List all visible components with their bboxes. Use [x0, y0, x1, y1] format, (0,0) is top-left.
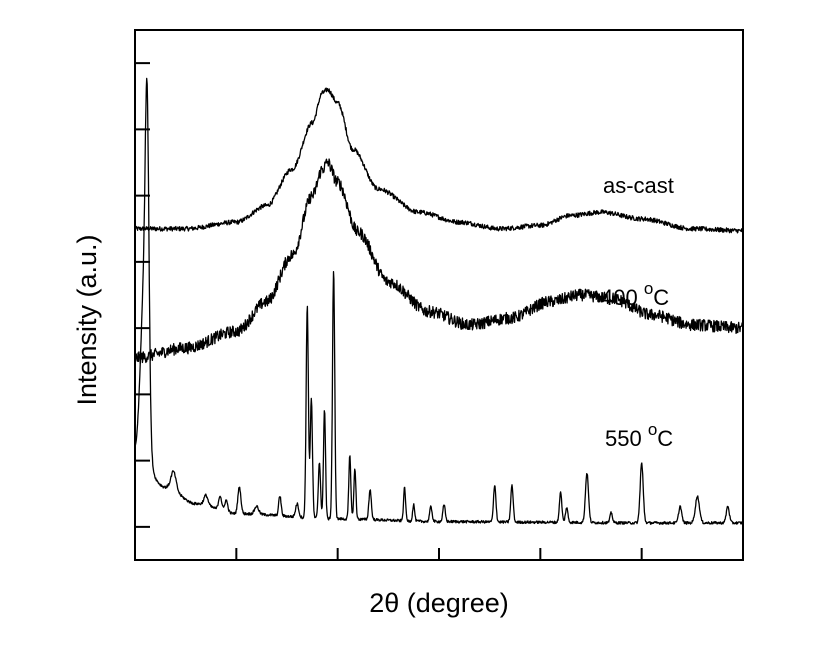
- traces: [134, 77, 744, 525]
- as-cast-trace: [134, 87, 744, 234]
- series-label-as-cast: as-cast: [603, 173, 674, 198]
- axis-ticks: [135, 62, 643, 560]
- series-label-text: as-cast: [603, 173, 674, 198]
- x-axis-title: 2θ (degree): [369, 588, 509, 618]
- 550c-trace: [134, 77, 744, 525]
- series-label-550c: 550 oC: [605, 420, 673, 451]
- degree-symbol: o: [648, 420, 657, 439]
- series-label-text: 550: [605, 426, 648, 451]
- y-axis-title: Intensity (a.u.): [72, 234, 102, 405]
- unit-c: C: [653, 285, 669, 310]
- series-label-400c: 400 oC: [601, 279, 669, 310]
- unit-c: C: [657, 426, 673, 451]
- series-label-text: 400: [601, 285, 644, 310]
- degree-symbol: o: [644, 279, 653, 298]
- 400c-trace: [134, 158, 744, 364]
